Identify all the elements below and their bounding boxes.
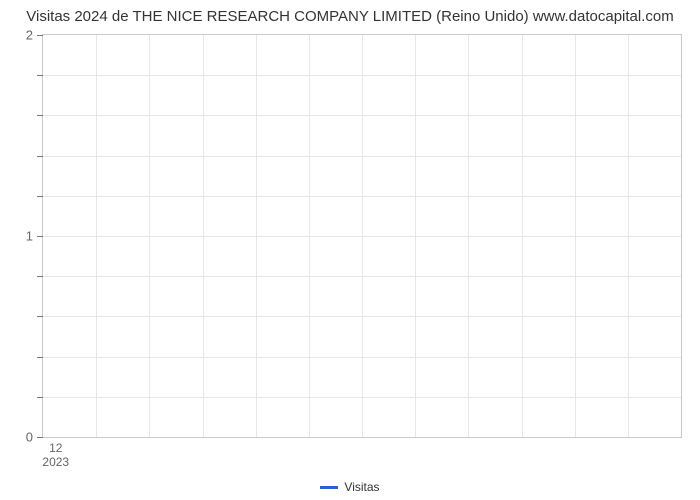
y-tick — [37, 196, 43, 197]
y-tick — [37, 316, 43, 317]
x-tick-label: 122023 — [42, 437, 69, 470]
legend: Visitas — [0, 479, 700, 494]
y-tick-label: 2 — [26, 28, 43, 43]
legend-swatch — [320, 486, 338, 489]
gridline-horizontal — [43, 276, 681, 277]
y-tick-label: 1 — [26, 229, 43, 244]
y-tick-label: 0 — [26, 430, 43, 445]
gridline-horizontal — [43, 236, 681, 237]
gridline-horizontal — [43, 397, 681, 398]
gridline-horizontal — [43, 357, 681, 358]
y-tick — [37, 276, 43, 277]
legend-label: Visitas — [344, 480, 379, 494]
chart-title: Visitas 2024 de THE NICE RESEARCH COMPAN… — [0, 0, 700, 25]
gridline-horizontal — [43, 156, 681, 157]
y-tick — [37, 357, 43, 358]
chart-area: 012122023 — [42, 34, 682, 438]
gridline-horizontal — [43, 196, 681, 197]
gridline-horizontal — [43, 115, 681, 116]
gridline-horizontal — [43, 316, 681, 317]
y-tick — [37, 156, 43, 157]
y-tick — [37, 397, 43, 398]
gridline-horizontal — [43, 75, 681, 76]
y-tick — [37, 75, 43, 76]
plot-area: 012122023 — [42, 34, 682, 438]
y-tick — [37, 115, 43, 116]
